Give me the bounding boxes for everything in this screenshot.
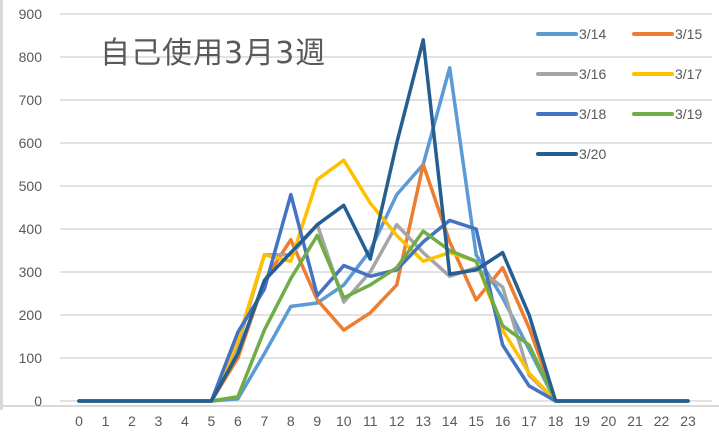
chart-border-bottom (0, 405, 719, 407)
y-tick-label: 0 (34, 393, 42, 409)
legend-swatch (632, 32, 674, 36)
x-tick-label: 0 (75, 413, 83, 429)
x-tick-label: 6 (234, 413, 242, 429)
legend-item: 3/14 (536, 26, 606, 42)
legend-label: 3/18 (579, 106, 607, 122)
x-tick-label: 10 (336, 413, 352, 429)
legend-item: 3/19 (632, 106, 702, 122)
x-tick-label: 15 (468, 413, 484, 429)
x-tick-label: 13 (415, 413, 431, 429)
legend-label: 3/20 (579, 146, 607, 162)
x-tick-label: 7 (260, 413, 268, 429)
x-tick-label: 1 (102, 413, 110, 429)
x-tick-label: 4 (181, 413, 189, 429)
series-line-3-20 (77, 38, 690, 403)
y-tick-label: 600 (19, 135, 43, 151)
x-tick-label: 22 (654, 413, 670, 429)
legend-swatch (536, 112, 578, 116)
legend-label: 3/17 (675, 66, 703, 82)
legend-label: 3/19 (675, 106, 703, 122)
x-tick-label: 8 (287, 413, 295, 429)
y-tick-label: 200 (19, 307, 43, 323)
x-tick-label: 12 (389, 413, 405, 429)
legend-swatch (536, 72, 578, 76)
legend-item: 3/15 (632, 26, 702, 42)
legend-label: 3/14 (579, 26, 607, 42)
x-tick-label: 5 (207, 413, 215, 429)
legend-item: 3/16 (536, 66, 606, 82)
series-line-3-16 (77, 222, 690, 403)
legend-label: 3/16 (579, 66, 607, 82)
x-tick-label: 21 (627, 413, 643, 429)
y-tick-label: 900 (19, 6, 43, 22)
y-tick-label: 100 (19, 350, 43, 366)
x-tick-label: 23 (680, 413, 696, 429)
y-tick-label: 700 (19, 92, 43, 108)
x-tick-label: 19 (574, 413, 590, 429)
legend-swatch (536, 32, 578, 36)
x-tick-label: 18 (548, 413, 564, 429)
legend-swatch (632, 112, 674, 116)
y-tick-label: 300 (19, 264, 43, 280)
legend-item: 3/18 (536, 106, 606, 122)
y-tick-label: 400 (19, 221, 43, 237)
legend-item: 3/20 (536, 146, 606, 162)
x-tick-label: 3 (155, 413, 163, 429)
legend-swatch (632, 72, 674, 76)
y-tick-label: 800 (19, 49, 43, 65)
y-tick-label: 500 (19, 178, 43, 194)
x-tick-label: 20 (601, 413, 617, 429)
legend-label: 3/15 (675, 26, 703, 42)
x-tick-label: 11 (363, 413, 378, 429)
x-tick-label: 16 (495, 413, 511, 429)
x-tick-label: 14 (442, 413, 458, 429)
legend-swatch (536, 152, 578, 156)
x-tick-label: 9 (313, 413, 321, 429)
x-tick-label: 17 (521, 413, 537, 429)
series-line-3-19 (77, 229, 690, 403)
x-tick-label: 2 (128, 413, 136, 429)
chart-border-left (0, 0, 3, 410)
chart-title: 自己使用3月3週 (100, 36, 327, 71)
legend-item: 3/17 (632, 66, 702, 82)
